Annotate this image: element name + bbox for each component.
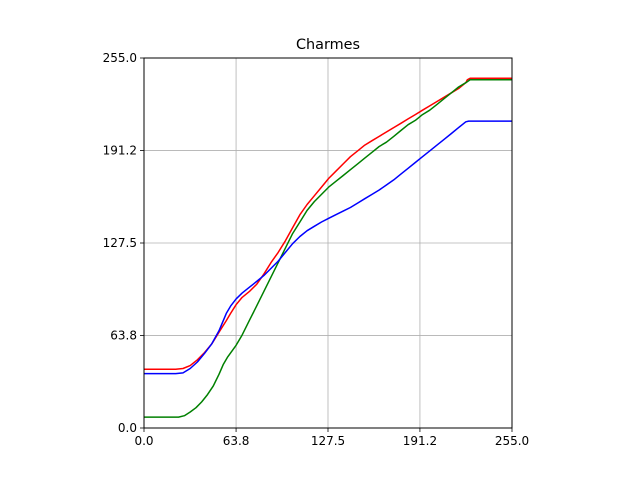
series-line-0 bbox=[144, 77, 512, 370]
x-tick-label-2: 127.5 bbox=[311, 434, 345, 448]
y-tick-label-1: 63.8 bbox=[110, 328, 137, 342]
x-tick-label-0: 0.0 bbox=[134, 434, 153, 448]
axis-ticks: 0.0 63.8 127.5 191.2 255.0 0.0 63.8 127.5 191.2 2… bbox=[103, 51, 530, 448]
data-series bbox=[144, 77, 512, 418]
y-tick-label-4: 255.0 bbox=[103, 51, 137, 65]
y-tick-label-3: 191.2 bbox=[103, 144, 137, 158]
series-line-2 bbox=[144, 120, 512, 375]
x-tick-label-3: 191.2 bbox=[403, 434, 437, 448]
series-line-1 bbox=[144, 79, 512, 418]
x-tick-label-4: 255.0 bbox=[495, 434, 529, 448]
y-tick-label-0: 0.0 bbox=[118, 421, 137, 435]
chart-title: Charmes bbox=[296, 37, 360, 53]
x-tick-label-1: 63.8 bbox=[223, 434, 250, 448]
y-tick-label-2: 127.5 bbox=[103, 236, 137, 250]
